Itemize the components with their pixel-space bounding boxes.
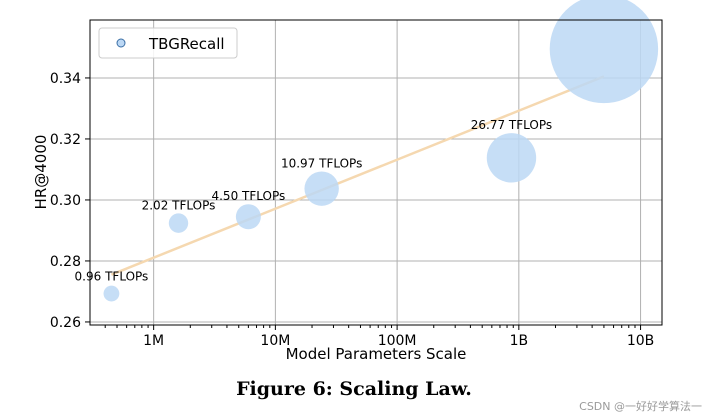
plot-frame (89, 19, 663, 326)
legend-entry-tbgrecall: TBGRecall (148, 35, 225, 53)
legend-marker-icon (116, 38, 126, 48)
data-point-bubble (549, 0, 659, 104)
y-tick-label: 0.30 (50, 193, 81, 209)
x-axis-label: Model Parameters Scale (286, 345, 467, 363)
x-tick-label: 100M (378, 333, 417, 349)
y-tick-label: 0.34 (50, 71, 81, 87)
x-tick-label: 1B (510, 333, 529, 349)
legend: TBGRecall (98, 27, 238, 59)
y-tick-label: 0.32 (50, 132, 81, 148)
data-point-label: 0.96 TFLOPs (75, 270, 149, 284)
y-tick-label: 0.28 (50, 254, 81, 270)
data-point-label: 26.77 TFLOPs (471, 118, 552, 132)
y-tick-label: 0.26 (50, 315, 81, 331)
data-point-bubble (168, 213, 189, 233)
data-point-bubble (486, 133, 537, 183)
y-axis-label: HR@4000 (32, 135, 50, 210)
legend-box (98, 27, 238, 59)
data-point-bubble (235, 204, 261, 230)
watermark: CSDN @一好好学算法一 (579, 400, 702, 413)
trendline (110, 75, 605, 276)
x-tick-label: 10M (260, 333, 290, 349)
figure-caption: Figure 6: Scaling Law. (236, 378, 472, 400)
data-point-bubble (103, 285, 120, 302)
x-tick-label: 10B (627, 333, 654, 349)
data-points (103, 0, 659, 302)
data-point-label: 2.02 TFLOPs (142, 198, 216, 212)
axis-ticks: 1M 10M 100M 1B 10B 0.26 0.28 0.30 0.32 0.34 (50, 71, 654, 349)
data-point-label: 10.97 TFLOPs (281, 156, 362, 170)
x-tick-label: 1M (143, 333, 164, 349)
data-point-bubble (304, 171, 339, 206)
data-point-label: 4.50 TFLOPs (211, 189, 285, 203)
trendline-group (110, 75, 605, 276)
